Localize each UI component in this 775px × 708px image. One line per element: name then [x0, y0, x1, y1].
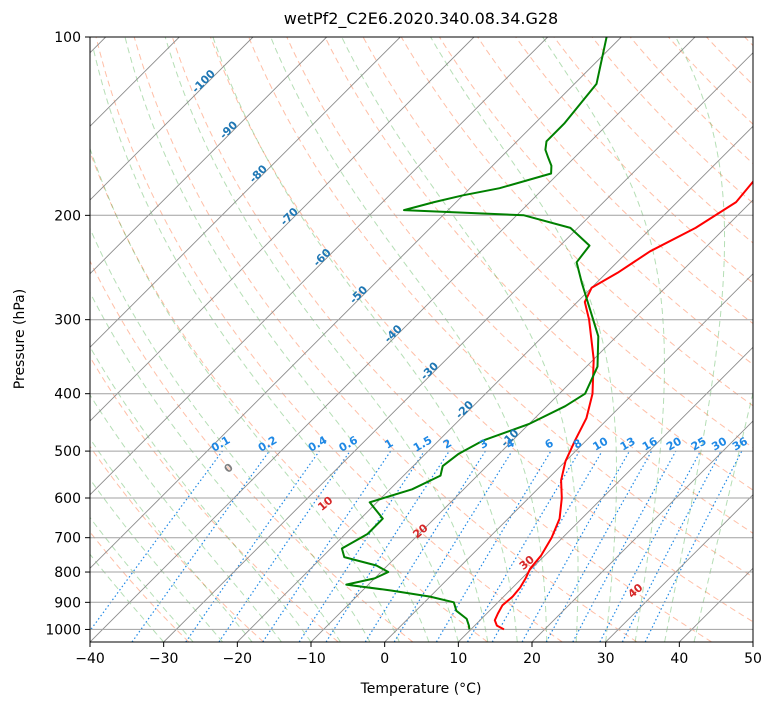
- y-axis-ticks: 1000 900 800 700 600 500 400 300 200 100: [45, 30, 90, 638]
- y-tick-label: 900: [54, 595, 81, 611]
- isotherm-line: [384, 273, 753, 642]
- y-tick-label: 300: [54, 313, 81, 329]
- x-tick-label: −30: [149, 651, 179, 667]
- moist-adiabat-line: [430, 37, 617, 642]
- dry-adiabat-line: [90, 356, 339, 642]
- moist-adiabat-line: [270, 37, 548, 642]
- dry-adiabat-line: [95, 37, 563, 642]
- dry-adiabat-line: [515, 37, 753, 284]
- dry-adiabat-line: [133, 37, 638, 642]
- x-tick-label: 20: [523, 651, 541, 667]
- mixing-ratio-line: [393, 450, 513, 642]
- isotherm-line: [163, 52, 753, 642]
- y-tick-label: 700: [54, 531, 81, 547]
- moist-adiabat-line: [90, 291, 341, 642]
- x-tick-label: −20: [223, 651, 253, 667]
- dry-adiabat-line: [324, 37, 753, 491]
- y-tick-label: 400: [54, 387, 81, 403]
- mixing-ratio-line: [90, 450, 223, 632]
- dry-adiabats: [90, 37, 753, 642]
- profile-series: [340, 37, 753, 631]
- mixing-ratio-line: [521, 450, 631, 642]
- mixing-ratio-line: [262, 450, 392, 642]
- isotherm-line: [90, 37, 254, 201]
- moist-adiabat-line: [212, 37, 518, 642]
- y-axis-label: Pressure (hPa): [12, 289, 28, 389]
- mixing-ratio-line: [325, 450, 450, 642]
- isotherm-line: [531, 420, 753, 642]
- mixing-ratio-line: [131, 450, 270, 642]
- moist-adiabat-line: [341, 37, 579, 642]
- plot-frame: [89, 36, 754, 643]
- moist-adiabat-line: [90, 437, 253, 642]
- dry-adiabat-line: [90, 259, 414, 642]
- x-axis-label: Temperature (°C): [360, 681, 482, 697]
- isotherms: [90, 37, 753, 642]
- isotherm-line: [90, 37, 622, 569]
- x-tick-label: −40: [75, 651, 105, 667]
- isotherm-line: [457, 346, 753, 642]
- moist-adiabat-line: [90, 227, 371, 642]
- isobars: [90, 37, 753, 630]
- dewpoint-line: [340, 37, 608, 630]
- x-tick-label: 40: [670, 651, 688, 667]
- x-tick-label: 0: [380, 651, 389, 667]
- x-tick-label: 50: [744, 651, 762, 667]
- mixing-ratio-line: [572, 450, 677, 642]
- y-tick-label: 200: [54, 208, 81, 224]
- isotherm-line: [90, 37, 328, 275]
- y-tick-label: 500: [54, 444, 81, 460]
- temperature-line: [493, 179, 753, 631]
- moist-adiabat-line: [93, 49, 430, 642]
- dry-adiabat-line: [248, 37, 753, 578]
- y-tick-label: 100: [54, 30, 81, 46]
- moist-adiabat-line: [664, 37, 726, 642]
- moist-adiabat-line: [90, 147, 400, 642]
- dry-adiabat-line: [210, 37, 753, 623]
- isotherm-line: [90, 37, 401, 348]
- dry-adiabat-line: [171, 37, 712, 642]
- moist-adiabat-line: [542, 37, 665, 642]
- dry-adiabat-line: [90, 445, 264, 642]
- x-axis-ticks: −40 −30 −20 −10 0 10 20 30 40 50: [75, 642, 762, 667]
- isotherm-line: [310, 199, 753, 642]
- isotherm-line: [90, 37, 549, 496]
- x-tick-label: 10: [449, 651, 467, 667]
- mixing-ratio-line: [185, 450, 320, 642]
- isotherm-line: [605, 494, 753, 642]
- moist-adiabat-line: [164, 37, 489, 642]
- isotherm-line: [90, 37, 696, 642]
- dry-adiabat-line: [286, 37, 753, 534]
- y-tick-label: 600: [54, 491, 81, 507]
- y-tick-label: 800: [54, 565, 81, 581]
- isotherm-line: [90, 37, 475, 422]
- y-tick-label: 1000: [45, 622, 81, 638]
- plot-area: -100-90-80-70-60-50-40-30-20-100.1 0.2 0.4…: [90, 37, 753, 642]
- chart-title: wetPf2_C2E6.2020.340.08.34.G28: [284, 9, 558, 29]
- mixing-ratio-line: [218, 450, 351, 642]
- mixing-ratio-line: [644, 450, 743, 642]
- x-tick-label: −10: [296, 651, 326, 667]
- moist-adiabat-line: [693, 390, 753, 642]
- x-tick-label: 30: [597, 651, 615, 667]
- isotherm-line: [236, 125, 753, 642]
- mixing-ratio-line: [545, 450, 653, 642]
